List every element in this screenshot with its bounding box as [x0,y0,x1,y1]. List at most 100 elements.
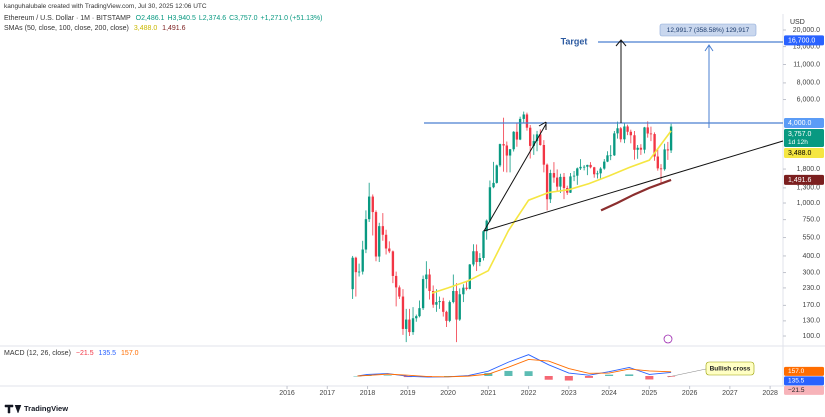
measure-text: 12,991.7 (358.58%) 129,917 [667,27,750,34]
price-label-sub: 1d 12h [788,139,808,146]
price-label-box [784,117,824,128]
candle-body [539,134,542,146]
arrow-head [704,44,714,52]
candle-body [381,226,385,235]
macd-label-box [784,385,824,395]
trend-line [483,140,784,232]
sma-value: 1,491.6 [162,25,186,32]
candle-body [663,149,666,170]
candle-body [462,287,465,295]
arrow-head [615,39,627,47]
macd-label: 157.0 [788,368,805,375]
ohlc-value: H3,940.5 [167,15,196,22]
x-tick-label: 2016 [279,390,295,397]
measure-box [659,23,757,37]
candle-body [388,248,391,252]
candle-body [472,251,475,265]
candle-body [572,175,576,177]
x-tick-label: 2027 [722,390,738,397]
candle-body [669,126,673,151]
candle-body [428,274,431,292]
candle-body [552,173,556,178]
candle-body [545,164,549,200]
candle-body [646,127,649,134]
ohlc-value: C3,757.0 [229,15,258,22]
candle-body [378,226,381,257]
candle-body [468,264,471,289]
candle-body [649,133,653,135]
brand-logo [4,404,22,414]
candle-body [488,187,492,221]
candle-body [508,149,512,156]
symbol-legend: Ethereum / U.S. Dollar · 1M · BITSTAMP O… [4,15,328,22]
candle-body [398,287,401,297]
macd-value: −21.5 [75,350,94,357]
candle-body [666,149,670,151]
y-tick-label: 15,000.0 [793,43,820,50]
candle-body [593,167,596,175]
candle-body [515,131,519,140]
candle-body [586,164,589,167]
y-tick-label: 1,300.0 [797,185,820,192]
candle-body [401,296,405,329]
sma-line [600,178,672,212]
ohlc-values: O2,486.1 H3,940.5 L2,374.6 C3,757.0 +1,271.0… [136,15,326,22]
price-label: 16,700.0 [788,37,815,44]
x-tick-label: 2028 [762,390,778,397]
arrow-line [483,123,547,232]
ohlc-value: O2,486.1 [135,15,165,22]
candle-body [367,196,371,220]
macd-histogram-bar [504,370,513,376]
signal-line [357,359,672,378]
candle-body [408,319,411,333]
macd-histogram-bar [625,374,634,376]
macd-label: 135.5 [788,378,805,385]
y-tick-label: 100.0 [802,333,820,340]
candle-body [455,291,458,320]
macd-histogram-bar [564,376,573,381]
y-tick-label: 8,000.0 [797,80,820,87]
candle-body [562,176,566,189]
x-tick-label: 2024 [601,390,617,397]
y-tick-label: 400.0 [802,253,820,260]
sma-value: 3,488.0 [133,25,158,32]
candle-body [391,251,395,276]
candle-body [542,145,546,165]
price-label: 1,491.6 [788,177,811,184]
x-tick-label: 2021 [481,390,497,397]
candle-body [559,176,562,187]
macd-histogram-bar [544,376,553,380]
x-tick-label: 2023 [561,390,577,397]
candle-body [603,161,606,169]
candle-body [498,144,502,166]
candle-body [351,257,354,290]
price-label-box [784,147,824,158]
candle-body [357,271,361,273]
macd-histogram-bar [584,376,593,378]
candle-body [613,133,616,156]
macd-label: MACD (12, 26, close) [4,350,71,357]
candle-body [522,114,525,119]
candle-body [495,165,498,183]
macd-label-box [784,376,824,386]
y-tick-label: 750.0 [802,216,820,223]
ohlc-value: L2,374.6 [198,15,227,22]
candle-body [639,147,643,150]
candle-body [475,251,478,263]
arrow-head [538,121,547,130]
candle-body [405,319,408,329]
y-tick-label: 1,800.0 [797,166,820,173]
price-label: 3,488.0 [788,150,811,157]
candle-body [579,166,582,169]
candle-body [492,182,495,188]
macd-histogram-bar [667,376,676,377]
price-label-box [784,174,824,185]
macd-histogram-bar [645,376,654,380]
candle-body [659,168,663,170]
currency-label: USD [790,19,805,26]
candle-body [431,291,435,305]
candle-body [643,127,646,150]
event-icon[interactable] [663,334,673,344]
